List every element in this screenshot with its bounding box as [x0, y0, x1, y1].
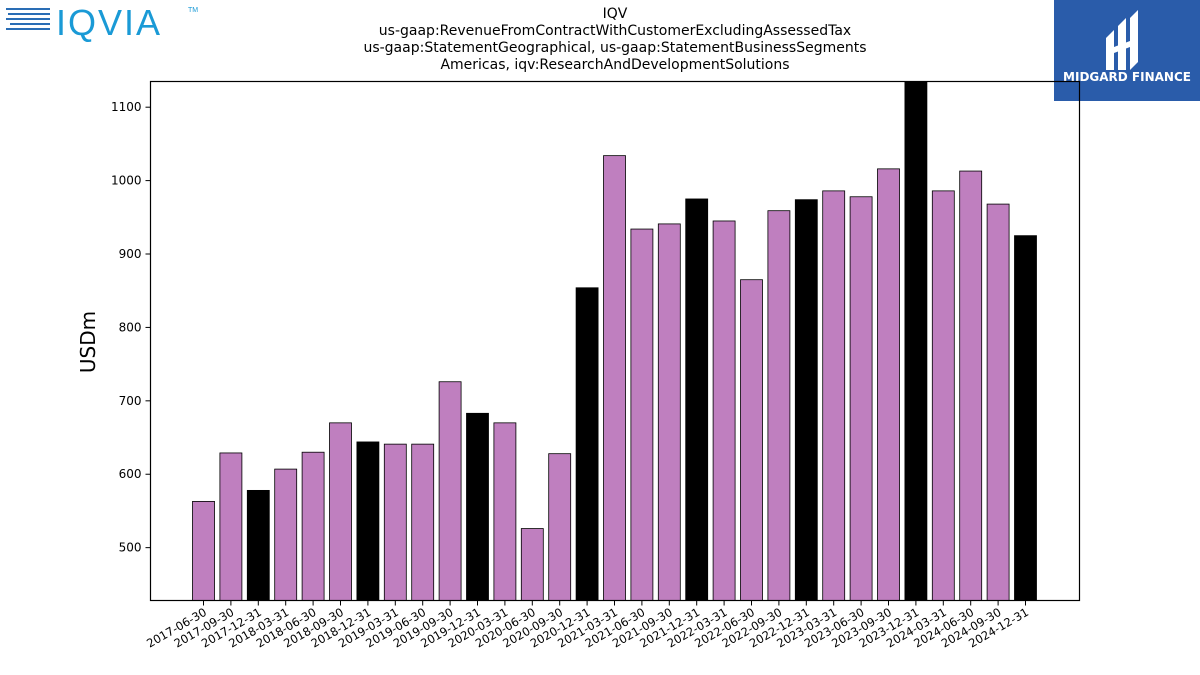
bar-2018-09-30 — [329, 422, 352, 601]
bar-2024-09-30 — [986, 203, 1010, 601]
bar-2022-03-31 — [712, 220, 736, 601]
bar-2022-09-30 — [767, 210, 791, 601]
x-axis: 2017-06-302017-09-302017-12-312018-03-31… — [144, 600, 1031, 651]
bar-2020-03-31 — [493, 422, 517, 601]
bar-2022-06-30 — [740, 279, 763, 601]
chart-title-line-3: us-gaap:StatementGeographical, us-gaap:S… — [363, 40, 867, 56]
bar-2023-03-31 — [822, 190, 846, 601]
bar-2017-06-30 — [192, 500, 215, 601]
plot-frame — [149, 80, 1081, 602]
midgard-finance-logo: MIDGARD FINANCE — [1054, 0, 1200, 101]
y-tick-label-1100: 1100 — [111, 100, 142, 114]
bar-2017-09-30 — [219, 452, 243, 601]
y-axis-label: USDm — [76, 311, 100, 373]
bar-2020-06-30 — [520, 528, 544, 601]
bar-2023-06-30 — [849, 196, 873, 601]
bar-2021-12-31 — [685, 198, 709, 601]
iqvia-logo: IQVIA TM — [6, 2, 198, 42]
bar-2019-03-31 — [383, 443, 407, 601]
midgard-emblem-icon — [1106, 10, 1138, 70]
bar-2019-09-30 — [438, 381, 462, 601]
chart-title-line-4: Americas, iqv:ResearchAndDevelopmentSolu… — [440, 57, 790, 73]
y-tick-label-600: 600 — [119, 467, 142, 481]
bars-group — [192, 81, 1037, 601]
iqvia-logo-text: IQVIA — [56, 2, 162, 42]
iqvia-trademark: TM — [188, 7, 198, 14]
y-tick-label-700: 700 — [119, 394, 142, 408]
chart-title-line-2: us-gaap:RevenueFromContractWithCustomerE… — [378, 23, 852, 39]
bar-2024-12-31 — [1014, 235, 1037, 601]
bar-2021-06-30 — [630, 228, 654, 601]
bar-2023-09-30 — [877, 168, 900, 601]
y-tick-label-1000: 1000 — [111, 174, 142, 188]
bar-2022-12-31 — [794, 199, 818, 601]
y-tick-label-800: 800 — [119, 320, 142, 334]
bar-2021-03-31 — [603, 155, 626, 601]
midgard-logo-text: MIDGARD FINANCE — [1063, 70, 1191, 84]
bar-2023-12-31 — [904, 81, 928, 601]
bar-2024-06-30 — [959, 170, 983, 601]
bar-2020-12-31 — [575, 287, 599, 601]
bar-2018-03-31 — [274, 468, 298, 601]
bar-2024-03-31 — [931, 190, 955, 601]
bar-2018-12-31 — [356, 441, 380, 601]
bar-2020-09-30 — [548, 453, 572, 601]
bar-2019-06-30 — [411, 443, 435, 601]
y-tick-label-900: 900 — [119, 247, 142, 261]
bar-2019-12-31 — [466, 412, 489, 601]
y-axis: 500 600 700 800 900 1000 1100 — [111, 100, 151, 555]
bar-2017-12-31 — [246, 489, 270, 601]
chart-title-line-1: IQV — [602, 6, 628, 22]
bar-2018-06-30 — [301, 451, 325, 601]
y-tick-label-500: 500 — [119, 541, 142, 555]
bar-2021-09-30 — [657, 223, 681, 601]
iqvia-logo-stripes — [6, 8, 50, 30]
